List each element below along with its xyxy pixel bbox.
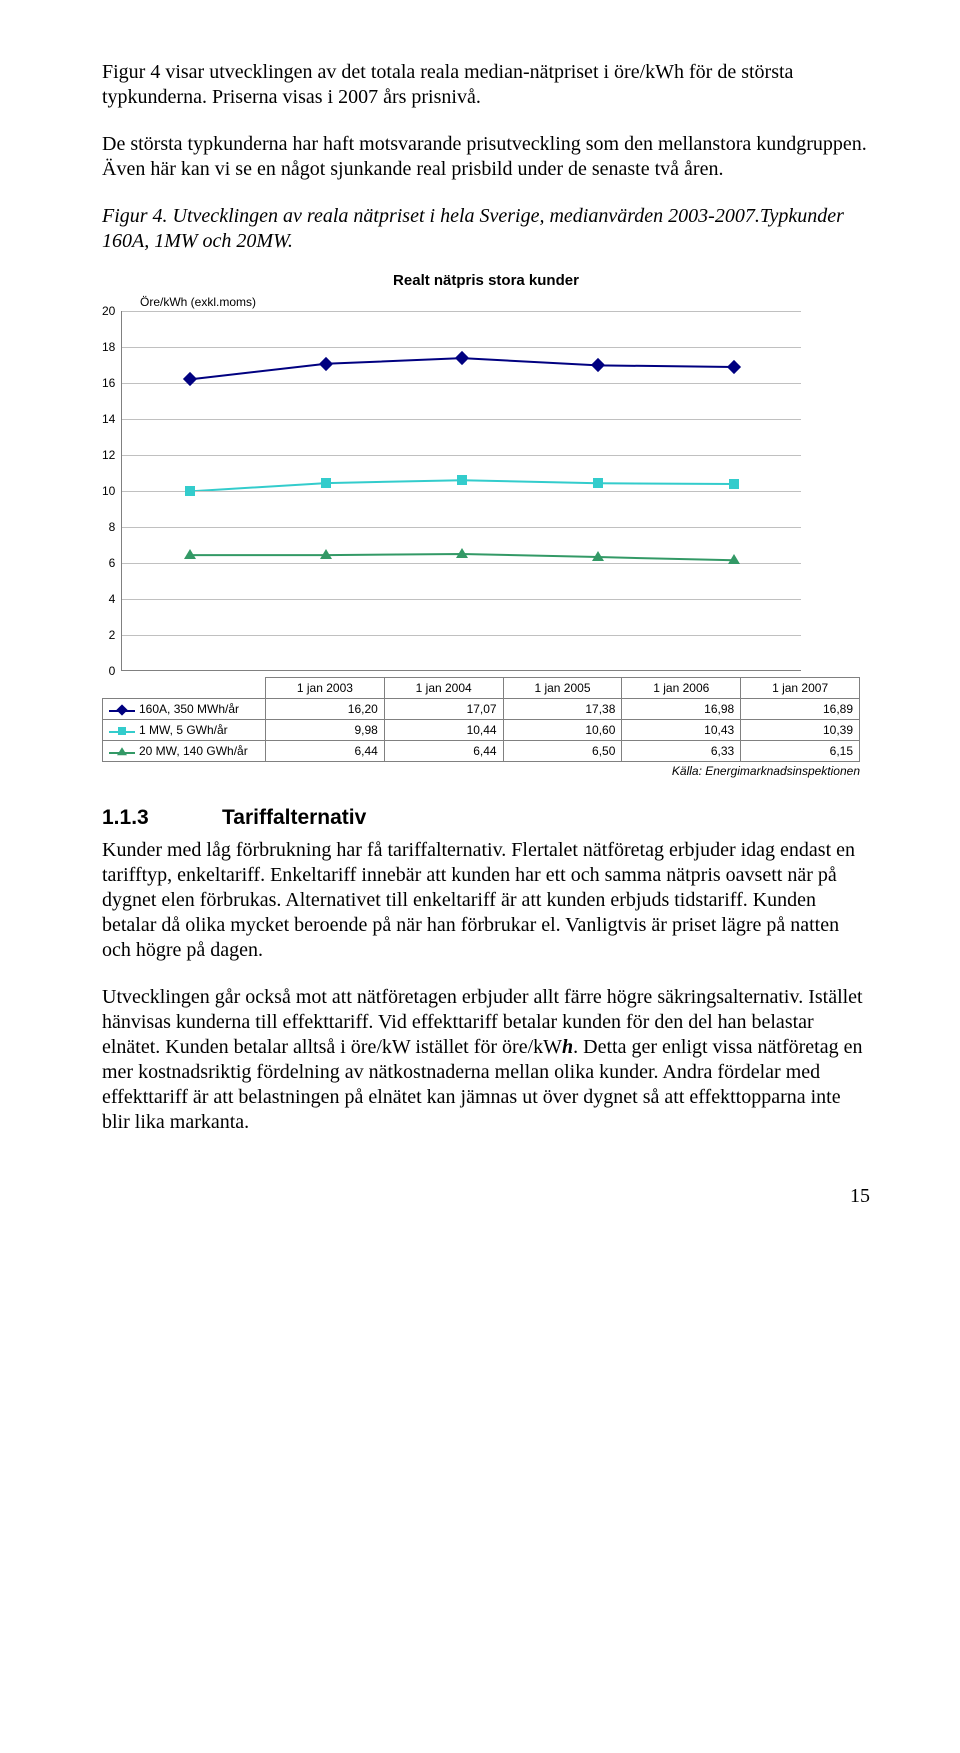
legend-swatch	[109, 747, 135, 757]
table-cell: 10,43	[622, 720, 741, 741]
chart-source: Källa: Energimarknadsinspektionen	[102, 764, 860, 778]
chart-gridline	[122, 311, 801, 312]
section-paragraph-1: Kunder med låg förbrukning har få tariff…	[102, 838, 870, 963]
chart-title: Realt nätpris stora kunder	[102, 272, 870, 289]
chart-marker	[185, 486, 195, 496]
table-column-header: 1 jan 2005	[503, 678, 622, 699]
page-number: 15	[102, 1185, 870, 1208]
chart-gridline	[122, 383, 801, 384]
table-column-header: 1 jan 2007	[741, 678, 860, 699]
chart-marker	[457, 475, 467, 485]
table-column-header: 1 jan 2004	[384, 678, 503, 699]
legend-label: 160A, 350 MWh/år	[139, 702, 239, 716]
table-cell: 10,39	[741, 720, 860, 741]
legend-label: 1 MW, 5 GWh/år	[139, 723, 228, 737]
table-cell: 6,33	[622, 741, 741, 762]
legend-cell: 160A, 350 MWh/år	[103, 699, 266, 720]
section-paragraph-2: Utvecklingen går också mot att nätföreta…	[102, 985, 870, 1135]
table-row: 160A, 350 MWh/år 16,2017,0717,3816,9816,8…	[103, 699, 860, 720]
table-row: 20 MW, 140 GWh/år6,446,446,506,336,15	[103, 741, 860, 762]
table-cell: 10,60	[503, 720, 622, 741]
chart-gridline	[122, 527, 801, 528]
chart-container: Realt nätpris stora kunder Öre/kWh (exkl…	[102, 272, 870, 778]
chart-marker	[320, 549, 332, 559]
chart-gridline	[122, 347, 801, 348]
chart-gridline	[122, 455, 801, 456]
chart-data-table: 1 jan 20031 jan 20041 jan 20051 jan 2006…	[102, 677, 860, 762]
table-column-header: 1 jan 2003	[266, 678, 385, 699]
chart-gridline	[122, 599, 801, 600]
chart-gridline	[122, 419, 801, 420]
table-cell: 6,15	[741, 741, 860, 762]
table-cell: 9,98	[266, 720, 385, 741]
chart-marker	[592, 551, 604, 561]
section-heading: 1.1.3Tariffalternativ	[102, 806, 870, 830]
table-cell: 17,07	[384, 699, 503, 720]
legend-cell: 20 MW, 140 GWh/år	[103, 741, 266, 762]
chart-marker	[456, 548, 468, 558]
chart-gridline	[122, 491, 801, 492]
paragraph-intro-2: De största typkunderna har haft motsvara…	[102, 132, 870, 182]
table-cell: 16,20	[266, 699, 385, 720]
table-column-header: 1 jan 2006	[622, 678, 741, 699]
legend-cell: 1 MW, 5 GWh/år	[103, 720, 266, 741]
table-row: 1 MW, 5 GWh/år 9,9810,4410,6010,4310,39	[103, 720, 860, 741]
table-cell: 6,50	[503, 741, 622, 762]
section-number: 1.1.3	[102, 806, 222, 830]
legend-swatch	[109, 705, 135, 715]
table-cell: 17,38	[503, 699, 622, 720]
chart-gridline	[122, 563, 801, 564]
chart-y-unit: Öre/kWh (exkl.moms)	[140, 295, 870, 309]
table-cell: 6,44	[384, 741, 503, 762]
chart-marker	[321, 478, 331, 488]
section-p2-kwh-h: h	[562, 1036, 573, 1058]
chart-marker	[728, 554, 740, 564]
chart-y-axis: 20181614121086420	[102, 311, 121, 671]
table-empty-header	[103, 678, 266, 699]
table-cell: 10,44	[384, 720, 503, 741]
legend-swatch	[109, 726, 135, 736]
chart-plot-area	[121, 311, 801, 671]
table-cell: 16,89	[741, 699, 860, 720]
section-title: Tariffalternativ	[222, 806, 366, 829]
legend-label: 20 MW, 140 GWh/år	[139, 744, 248, 758]
table-cell: 16,98	[622, 699, 741, 720]
figure-caption: Figur 4. Utvecklingen av reala nätpriset…	[102, 204, 870, 254]
chart-marker	[729, 479, 739, 489]
chart-gridline	[122, 635, 801, 636]
chart-marker	[184, 549, 196, 559]
paragraph-intro-1: Figur 4 visar utvecklingen av det totala…	[102, 60, 870, 110]
chart-marker	[593, 478, 603, 488]
table-cell: 6,44	[266, 741, 385, 762]
